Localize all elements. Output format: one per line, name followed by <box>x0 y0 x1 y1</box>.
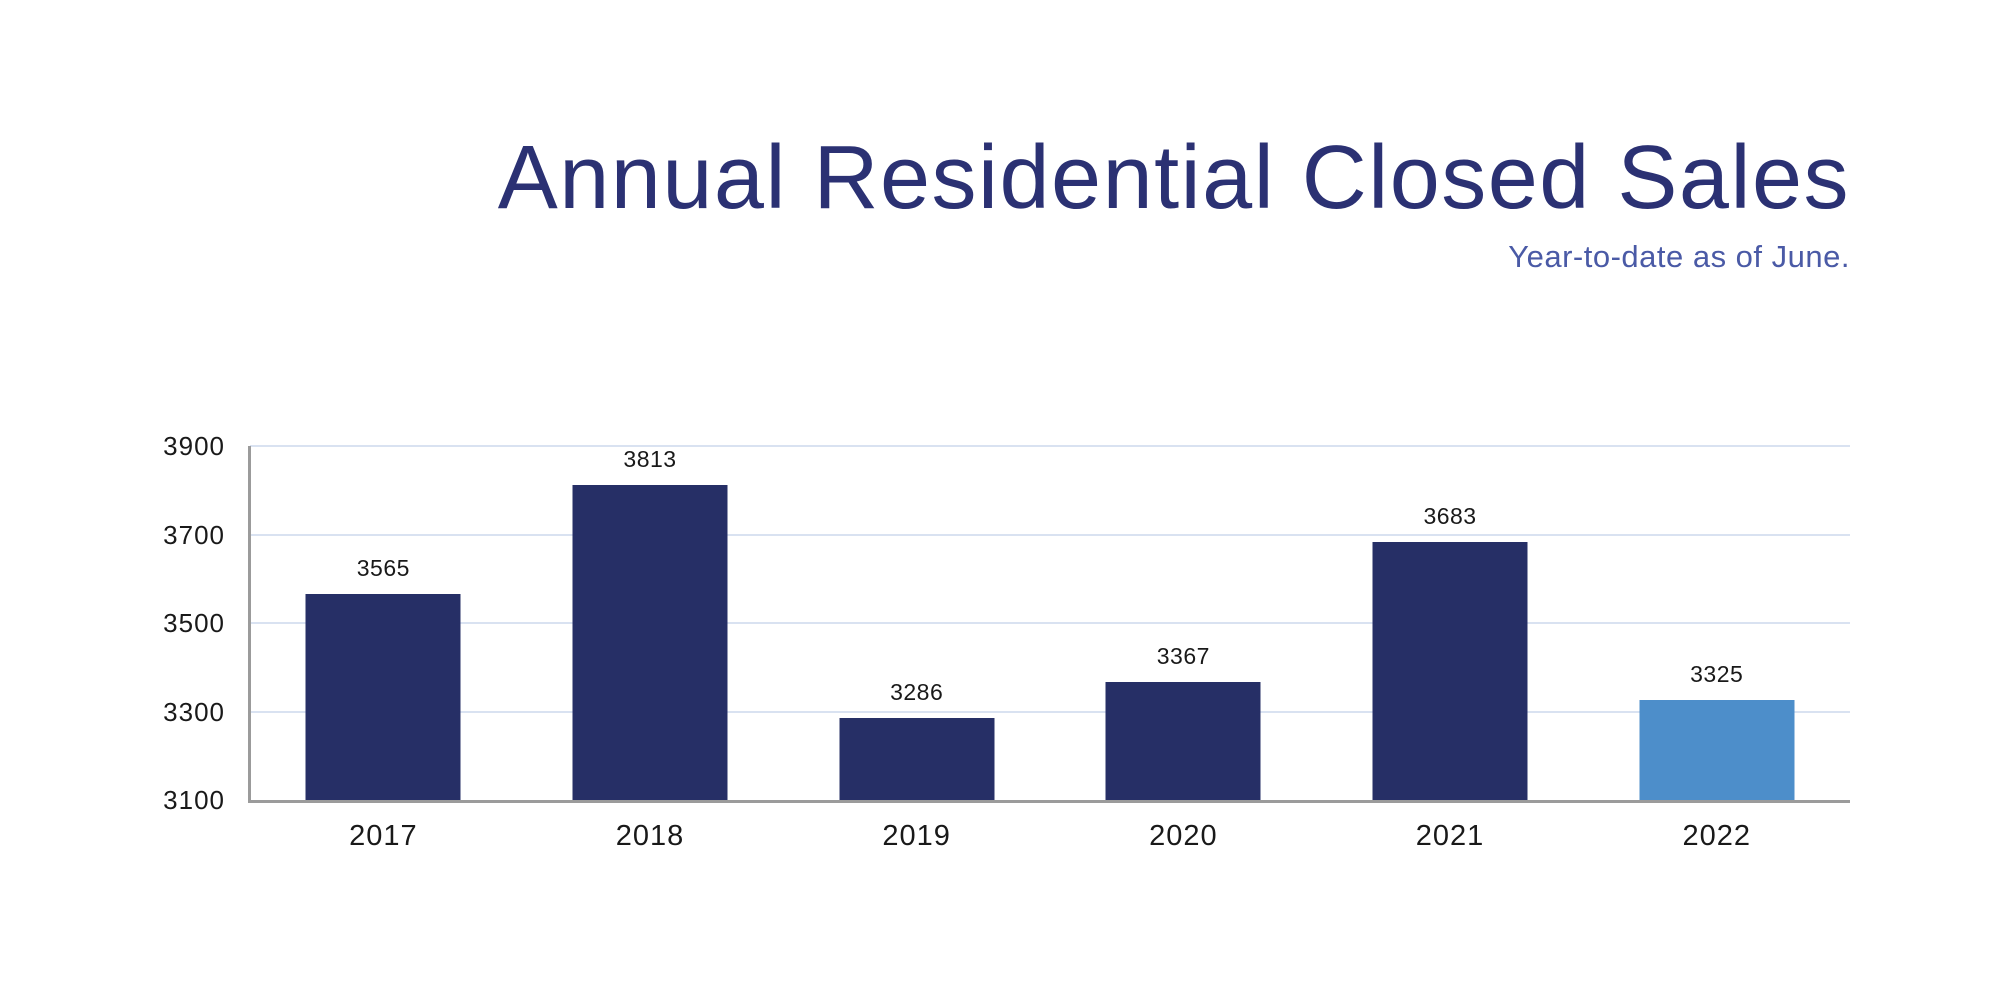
x-axis-label-2017: 2017 <box>349 820 418 852</box>
y-axis-line <box>248 446 251 802</box>
bar-slot: 3813 <box>517 446 784 800</box>
chart-subtitle: Year-to-date as of June. <box>1508 239 1850 274</box>
bars-row: 3565 3813 3286 3367 3683 3325 <box>250 446 1850 800</box>
y-axis-tick-label: 3100 <box>163 785 225 815</box>
bar-value-label: 3565 <box>356 555 410 582</box>
chart-title: Annual Residential Closed Sales <box>497 128 1850 228</box>
bar-slot: 3286 <box>783 446 1050 800</box>
y-axis-labels: 3900 3700 3500 3300 3100 <box>100 433 225 813</box>
y-axis-tick-label: 3500 <box>163 608 225 638</box>
bar-slot: 3325 <box>1583 446 1850 800</box>
bar-value-label: 3325 <box>1690 661 1744 688</box>
bar-2017 <box>305 594 461 800</box>
gridline <box>250 622 1850 624</box>
x-axis-label-2022: 2022 <box>1682 820 1751 852</box>
bar-slot: 3683 <box>1317 446 1584 800</box>
bar-2022 <box>1639 700 1795 800</box>
bar-2020 <box>1105 681 1261 800</box>
gridline <box>250 533 1850 536</box>
x-axis-labels: 2017 2018 2019 2020 2021 2022 <box>250 822 1850 851</box>
x-axis-label-2019: 2019 <box>882 820 951 852</box>
bar-2019 <box>839 717 995 800</box>
x-axis-label-2018: 2018 <box>615 820 685 852</box>
x-axis-label-2021: 2021 <box>1415 820 1485 852</box>
x-axis-label-2020: 2020 <box>1149 820 1218 852</box>
bar-value-label: 3813 <box>623 445 677 472</box>
bar-slot: 3367 <box>1050 446 1317 800</box>
gridline <box>250 445 1850 447</box>
bar-value-label: 3683 <box>1423 503 1477 530</box>
y-axis-tick-label: 3900 <box>163 431 225 461</box>
y-axis-tick-label: 3700 <box>163 519 225 550</box>
bar-value-label: 3367 <box>1156 642 1210 669</box>
bar-value-label: 3286 <box>890 678 944 705</box>
gridline <box>250 710 1850 713</box>
bar-2021 <box>1372 542 1528 800</box>
plot-area: 3565 3813 3286 3367 3683 3325 <box>248 445 1850 803</box>
y-axis-tick-label: 3300 <box>163 696 225 727</box>
bar-2018 <box>572 484 728 800</box>
bar-slot: 3565 <box>250 446 517 800</box>
x-axis-line <box>248 800 1850 803</box>
